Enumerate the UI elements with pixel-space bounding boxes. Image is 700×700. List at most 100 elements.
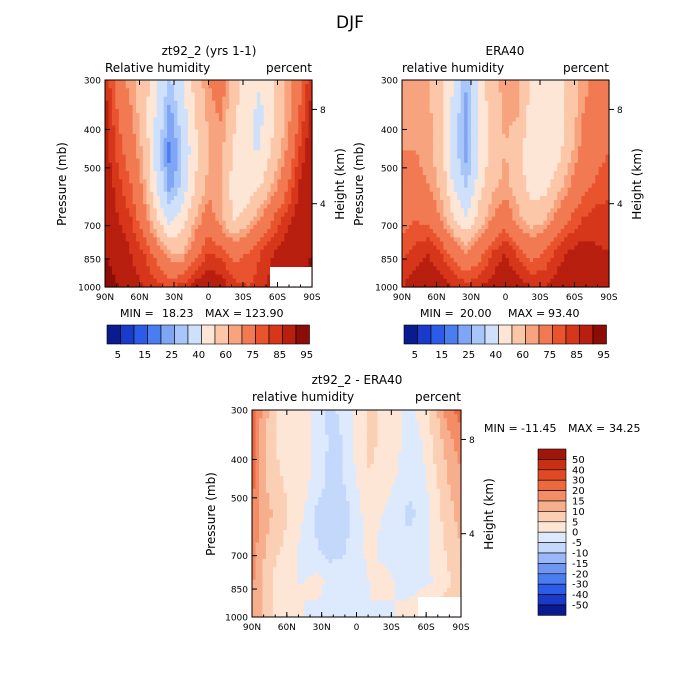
heatmap-cell — [122, 187, 127, 193]
heatmap-cell — [115, 84, 120, 89]
heatmap-cell — [294, 113, 299, 118]
heatmap-cell — [543, 187, 548, 193]
heatmap-cell — [146, 175, 151, 180]
heatmap-cell — [291, 187, 296, 193]
heatmap-cell — [267, 224, 272, 230]
heatmap-cell — [533, 121, 538, 127]
heatmap-cell — [167, 224, 172, 230]
heatmap-cell — [108, 253, 113, 259]
heatmap-cell — [439, 142, 444, 147]
heatmap-cell — [308, 88, 313, 94]
heatmap-cell — [546, 154, 551, 160]
heatmap-cell — [305, 166, 310, 172]
heatmap-cell — [588, 158, 593, 164]
heatmap-cell — [167, 195, 172, 201]
heatmap-cell — [243, 80, 248, 85]
heatmap-cell — [174, 245, 179, 251]
heatmap-cell — [515, 129, 520, 135]
heatmap-cell — [160, 266, 165, 272]
heatmap-cell — [256, 216, 261, 222]
heatmap-cell — [287, 224, 292, 230]
heatmap-cell — [118, 80, 123, 85]
heatmap-cell — [477, 113, 482, 118]
heatmap-cell — [567, 117, 572, 122]
heatmap-cell — [502, 146, 507, 151]
heatmap-cell — [208, 270, 213, 276]
heatmap-cell — [111, 142, 116, 147]
heatmap-cell — [502, 208, 507, 214]
heatmap-cell — [225, 183, 230, 189]
heatmap-cell — [529, 108, 534, 114]
heatmap-cell — [132, 245, 137, 251]
heatmap-cell — [260, 166, 265, 172]
heatmap-cell — [184, 92, 189, 98]
heatmap-cell — [533, 200, 538, 205]
heatmap-cell — [211, 146, 216, 151]
heatmap-cell — [225, 237, 230, 243]
heatmap-cell — [467, 191, 472, 197]
heatmap-cell — [546, 142, 551, 147]
heatmap-cell — [502, 100, 507, 106]
heatmap-cell — [167, 150, 172, 156]
heatmap-cell — [495, 80, 500, 85]
heatmap-cell — [191, 270, 196, 276]
heatmap-cell — [187, 224, 192, 230]
heatmap-cell — [298, 117, 303, 122]
heatmap-cell — [422, 121, 427, 127]
heatmap-cell — [115, 154, 120, 160]
heatmap-cell — [170, 154, 175, 160]
heatmap-cell — [246, 96, 251, 102]
heatmap-cell — [287, 104, 292, 110]
heatmap-cell — [291, 204, 296, 209]
heatmap-cell — [236, 253, 241, 259]
heatmap-cell — [163, 96, 168, 102]
heatmap-cell — [211, 220, 216, 226]
heatmap-cell — [236, 80, 241, 85]
heatmap-cell — [125, 88, 130, 94]
heatmap-cell — [208, 117, 213, 122]
heatmap-cell — [595, 175, 600, 180]
heatmap-cell — [298, 158, 303, 164]
heatmap-cell — [305, 204, 310, 209]
heatmap-cell — [184, 150, 189, 156]
heatmap-cell — [249, 183, 254, 189]
heatmap-cell — [429, 175, 434, 180]
heatmap-cell — [142, 195, 147, 201]
heatmap-cell — [415, 125, 420, 131]
heatmap-cell — [474, 150, 479, 156]
heatmap-cell — [160, 253, 165, 259]
heatmap-cell — [294, 245, 299, 251]
heatmap-cell — [284, 100, 289, 106]
heatmap-cell — [287, 113, 292, 118]
heatmap-cell — [422, 96, 427, 102]
heatmap-cell — [243, 270, 248, 276]
heatmap-cell — [419, 113, 424, 118]
heatmap-cell — [132, 117, 137, 122]
heatmap-cell — [163, 274, 168, 280]
heatmap-cell — [498, 142, 503, 147]
heatmap-cell — [208, 282, 213, 288]
heatmap-cell — [602, 113, 607, 118]
heatmap-cell — [146, 121, 151, 127]
heatmap-cell — [581, 150, 586, 156]
heatmap-cell — [464, 142, 469, 147]
heatmap-cell — [467, 175, 472, 180]
heatmap-cell — [460, 204, 465, 209]
heatmap-cell — [211, 245, 216, 251]
heatmap-cell — [484, 171, 489, 176]
heatmap-cell — [457, 113, 462, 118]
heatmap-cell — [553, 84, 558, 89]
heatmap-cell — [160, 191, 165, 197]
heatmap-cell — [184, 175, 189, 180]
heatmap-cell — [156, 117, 161, 122]
heatmap-cell — [249, 158, 254, 164]
heatmap-cell — [546, 125, 551, 131]
heatmap-cell — [160, 100, 165, 106]
heatmap-cell — [149, 270, 154, 276]
heatmap-cell — [405, 125, 410, 131]
heatmap-cell — [153, 88, 158, 94]
heatmap-cell — [256, 224, 261, 230]
heatmap-cell — [232, 146, 237, 151]
heatmap-cell — [471, 113, 476, 118]
heatmap-cell — [502, 187, 507, 193]
